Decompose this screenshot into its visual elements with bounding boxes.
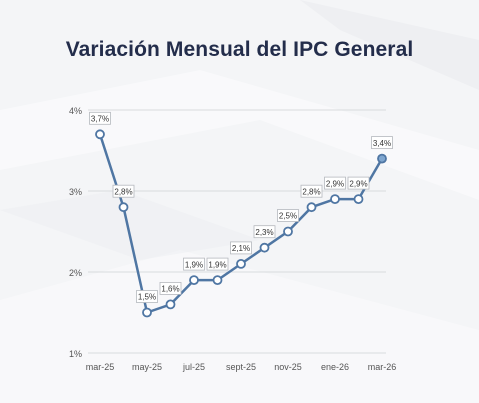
data-point bbox=[330, 194, 340, 205]
data-label: 1,9% bbox=[185, 260, 203, 269]
data-label-box bbox=[371, 136, 393, 150]
data-label: 2,9% bbox=[326, 179, 344, 188]
y-tick-label: 1% bbox=[69, 349, 82, 359]
data-label-box bbox=[324, 176, 346, 190]
data-label: 2,9% bbox=[349, 179, 367, 188]
data-label: 2,3% bbox=[255, 228, 273, 237]
data-point bbox=[142, 307, 152, 318]
data-point bbox=[353, 194, 364, 205]
data-point bbox=[118, 202, 129, 213]
data-label: 2,8% bbox=[114, 187, 132, 196]
data-label: 2,5% bbox=[279, 212, 297, 221]
data-label-box bbox=[253, 225, 276, 239]
series-line bbox=[98, 133, 384, 314]
y-tick-label: 4% bbox=[69, 106, 82, 116]
x-tick-label: jul-25 bbox=[182, 362, 205, 372]
chart-title: Variación Mensual del IPC General bbox=[65, 38, 414, 61]
data-label: 1,5% bbox=[138, 293, 156, 302]
x-tick-label: sept-25 bbox=[226, 362, 256, 372]
data-point bbox=[283, 226, 293, 237]
data-label-box bbox=[206, 257, 229, 271]
data-point bbox=[306, 202, 317, 213]
data-point bbox=[259, 242, 270, 253]
x-tick-label: mar-26 bbox=[368, 362, 397, 372]
y-tick-label: 2% bbox=[69, 268, 82, 278]
data-label-box bbox=[183, 257, 205, 271]
data-label-box bbox=[112, 184, 135, 198]
data-label: 1,9% bbox=[208, 260, 226, 269]
data-point bbox=[165, 299, 176, 310]
y-tick-label: 3% bbox=[69, 187, 82, 197]
x-tick-label: ene-26 bbox=[321, 362, 349, 372]
x-tick-label: mar-25 bbox=[86, 362, 115, 372]
x-tick-label: may-25 bbox=[132, 362, 162, 372]
data-point bbox=[95, 129, 105, 140]
x-tick-label: nov-25 bbox=[274, 362, 302, 372]
data-label-box bbox=[159, 281, 182, 295]
data-label: 3,4% bbox=[373, 139, 391, 148]
data-point bbox=[212, 275, 223, 286]
data-label-box bbox=[347, 176, 370, 190]
data-label-box bbox=[300, 184, 323, 198]
data-point bbox=[377, 153, 387, 164]
data-label-box bbox=[230, 241, 252, 255]
data-label-box bbox=[277, 209, 299, 222]
data-point bbox=[189, 275, 199, 286]
data-label: 2,8% bbox=[302, 187, 320, 196]
data-label: 2,1% bbox=[232, 244, 250, 253]
data-label: 3,7% bbox=[91, 115, 109, 124]
data-label-box bbox=[136, 290, 158, 303]
data-point bbox=[236, 258, 246, 269]
data-label-box bbox=[89, 111, 111, 125]
data-label: 1,6% bbox=[161, 285, 179, 294]
